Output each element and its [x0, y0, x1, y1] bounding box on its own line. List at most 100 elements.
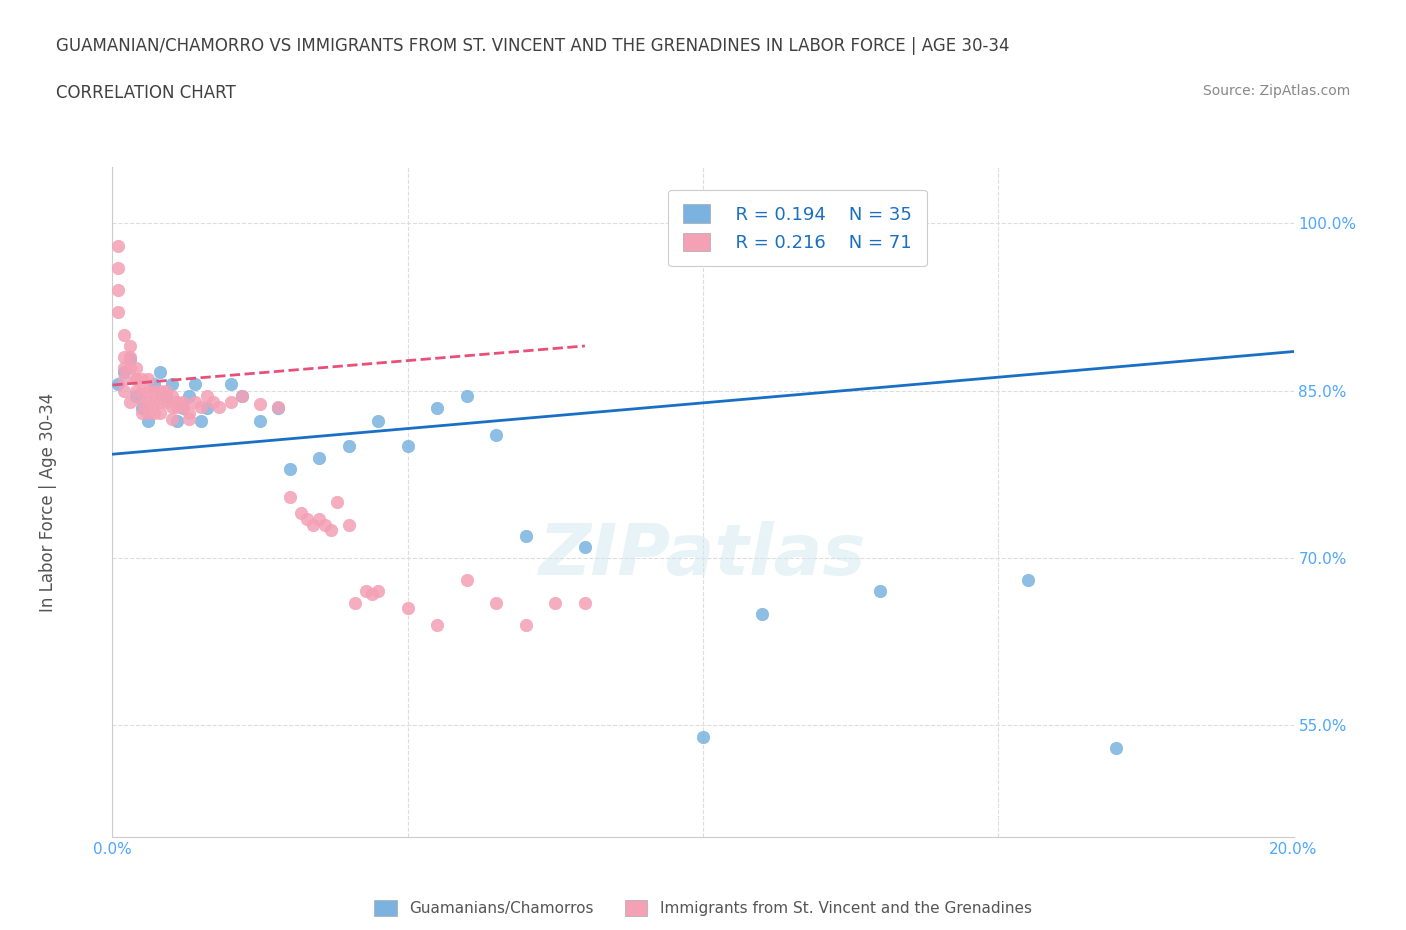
Point [208, 400, 231, 415]
Point [166, 413, 188, 428]
Point [278, 461, 301, 476]
Point [319, 523, 342, 538]
Point [297, 512, 319, 526]
Point [326, 495, 349, 510]
Point [120, 350, 142, 365]
Point [267, 401, 290, 416]
Point [396, 439, 419, 454]
Point [485, 428, 508, 443]
Point [120, 352, 142, 366]
Point [149, 383, 172, 398]
Text: ZIPatlas: ZIPatlas [540, 522, 866, 591]
Point [396, 601, 419, 616]
Point [142, 383, 165, 398]
Point [195, 389, 218, 404]
Text: GUAMANIAN/CHAMORRO VS IMMIGRANTS FROM ST. VINCENT AND THE GRENADINES IN LABOR FO: GUAMANIAN/CHAMORRO VS IMMIGRANTS FROM ST… [56, 37, 1010, 55]
Point [112, 350, 135, 365]
Point [179, 405, 201, 420]
Text: CORRELATION CHART: CORRELATION CHART [56, 84, 236, 101]
Point [544, 595, 567, 610]
Point [155, 383, 177, 398]
Point [231, 389, 253, 404]
Point [426, 401, 449, 416]
Point [120, 394, 142, 409]
Point [267, 400, 290, 415]
Text: Source: ZipAtlas.com: Source: ZipAtlas.com [1202, 84, 1350, 98]
Point [136, 394, 159, 409]
Point [155, 389, 177, 404]
Point [131, 394, 153, 409]
Point [131, 383, 153, 398]
Point [142, 394, 165, 409]
Point [515, 618, 537, 632]
Point [184, 377, 207, 392]
Point [456, 573, 478, 588]
Point [125, 372, 148, 387]
Point [184, 394, 207, 409]
Point [302, 517, 325, 532]
Point [308, 450, 330, 465]
Point [125, 389, 148, 404]
Point [142, 405, 165, 420]
Point [426, 618, 449, 632]
Legend:   R = 0.194    N = 35,   R = 0.216    N = 71: R = 0.194 N = 35, R = 0.216 N = 71 [668, 190, 927, 266]
Point [456, 389, 478, 404]
Point [160, 377, 183, 392]
Point [120, 361, 142, 376]
Point [160, 389, 183, 404]
Point [172, 400, 194, 415]
Point [337, 439, 360, 454]
Point [107, 238, 129, 253]
Point [166, 400, 188, 415]
Point [249, 413, 271, 428]
Point [337, 517, 360, 532]
Point [131, 372, 153, 387]
Point [290, 506, 312, 521]
Point [172, 394, 194, 409]
Point [278, 489, 301, 504]
Point [574, 595, 596, 610]
Point [155, 394, 177, 409]
Point [179, 411, 201, 426]
Y-axis label: In Labor Force | Age 30-34: In Labor Force | Age 30-34 [39, 392, 56, 612]
Point [179, 389, 201, 404]
Point [136, 413, 159, 428]
Point [190, 400, 212, 415]
Point [107, 377, 129, 392]
Point [160, 411, 183, 426]
Point [149, 405, 172, 420]
Point [515, 528, 537, 543]
Point [107, 305, 129, 320]
Point [136, 372, 159, 387]
Point [195, 401, 218, 416]
Point [201, 394, 224, 409]
Point [1105, 740, 1128, 755]
Point [314, 517, 336, 532]
Point [172, 401, 194, 416]
Point [112, 372, 135, 387]
Point [361, 586, 384, 601]
Point [190, 413, 212, 428]
Point [692, 729, 714, 744]
Point [574, 539, 596, 554]
Legend: Guamanians/Chamorros, Immigrants from St. Vincent and the Grenadines: Guamanians/Chamorros, Immigrants from St… [368, 894, 1038, 923]
Point [219, 377, 242, 392]
Point [751, 606, 773, 621]
Point [112, 361, 135, 376]
Point [112, 365, 135, 379]
Point [125, 383, 148, 398]
Point [125, 361, 148, 376]
Point [367, 584, 389, 599]
Point [131, 401, 153, 416]
Point [343, 595, 366, 610]
Point [112, 327, 135, 342]
Point [149, 365, 172, 379]
Point [308, 512, 330, 526]
Point [107, 283, 129, 298]
Point [142, 377, 165, 392]
Point [149, 394, 172, 409]
Point [112, 383, 135, 398]
Point [125, 372, 148, 387]
Point [136, 383, 159, 398]
Point [231, 389, 253, 404]
